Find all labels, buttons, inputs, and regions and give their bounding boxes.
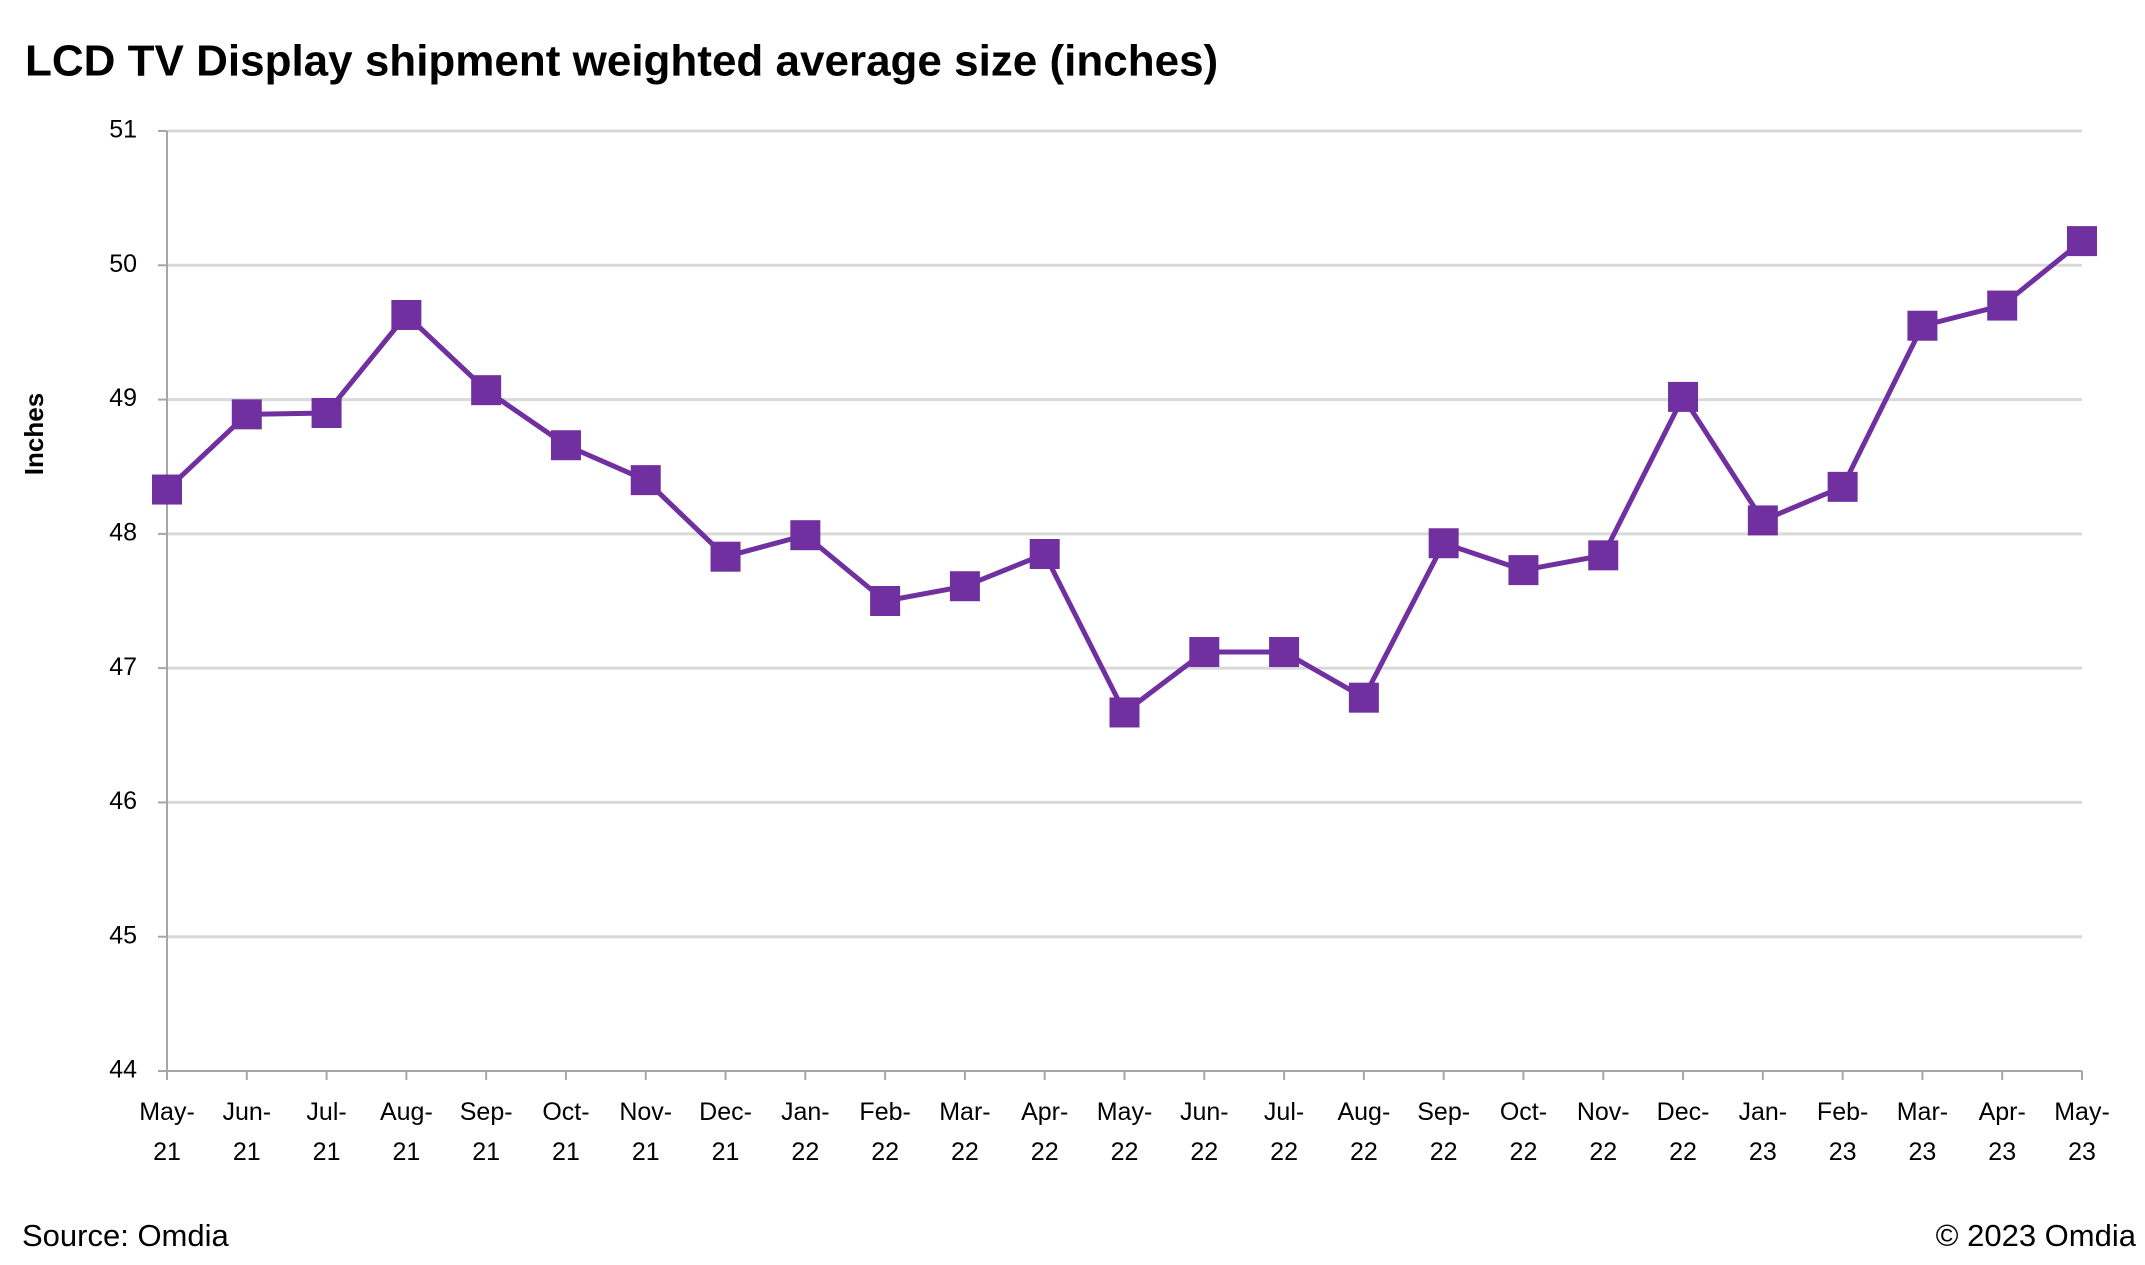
data-point [311,398,342,428]
data-point [550,430,581,461]
data-point [710,541,741,572]
data-point [152,474,182,505]
data-point [790,520,821,551]
x-tick-label: May-23 [2054,1098,2110,1166]
x-tick-label: Jun-21 [222,1098,271,1166]
data-point [1269,637,1300,668]
x-tick-label: Dec-21 [699,1098,752,1166]
x-tick-label: Feb-23 [1817,1098,1868,1166]
x-tick-label: Dec-22 [1657,1098,1710,1166]
chart-title: LCD TV Display shipment weighted average… [25,37,1218,86]
copyright: © 2023 Omdia [1936,1218,2137,1253]
x-tick-label: Jun-22 [1180,1098,1229,1166]
x-tick-label: Apr-22 [1021,1098,1068,1166]
x-tick-label: Nov-21 [619,1098,672,1166]
x-tick-label: Sep-21 [460,1098,513,1166]
x-tick-label: Mar-23 [1897,1098,1948,1166]
data-point [1029,539,1060,569]
data-point [231,399,262,430]
x-tick-label: Jul-22 [1264,1098,1304,1166]
data-point [1907,310,1938,341]
x-tick-label: Sep-22 [1417,1098,1470,1166]
data-point [1987,290,2018,321]
data-point [471,375,502,406]
data-point [1668,381,1699,412]
y-tick-label: 46 [109,787,137,815]
y-tick-label: 50 [109,250,137,278]
x-tick-label: Feb-22 [859,1098,910,1166]
x-tick-label: Mar-22 [939,1098,990,1166]
data-point [1827,471,1858,502]
y-tick-label: 51 [109,116,137,144]
data-point [1747,505,1778,536]
y-tick-label: 48 [109,518,137,546]
series-line [165,239,2084,717]
y-tick-label: 49 [109,384,137,412]
data-point [1348,682,1379,713]
data-point [1428,528,1459,559]
x-tick-label: May-21 [139,1098,195,1166]
x-tick-label: Apr-23 [1979,1098,2026,1166]
data-point [1109,697,1140,728]
x-tick-label: May-22 [1097,1098,1153,1166]
data-point [630,465,661,496]
data-point [870,586,901,616]
x-tick-label: Jan-22 [781,1098,830,1166]
x-tick-label: Oct-21 [542,1098,589,1166]
data-point [1588,540,1619,571]
x-tick-label: Nov-22 [1577,1098,1630,1166]
y-tick-label: 45 [109,921,137,949]
x-tick-label: Jan-23 [1739,1098,1788,1166]
x-tick-label: Oct-22 [1500,1098,1547,1166]
data-point [1189,637,1220,668]
y-tick-label: 47 [109,653,137,681]
data-point [2067,226,2097,257]
data-point [949,571,980,602]
source: Source: Omdia [22,1218,230,1253]
data-point [1508,555,1539,586]
y-axis-label: Inches [19,393,49,475]
data-point [391,299,422,330]
x-tick-label: Jul-21 [306,1098,346,1166]
x-tick-label: Aug-22 [1337,1098,1390,1166]
x-tick-label: Aug-21 [380,1098,433,1166]
y-tick-label: 44 [109,1056,137,1084]
